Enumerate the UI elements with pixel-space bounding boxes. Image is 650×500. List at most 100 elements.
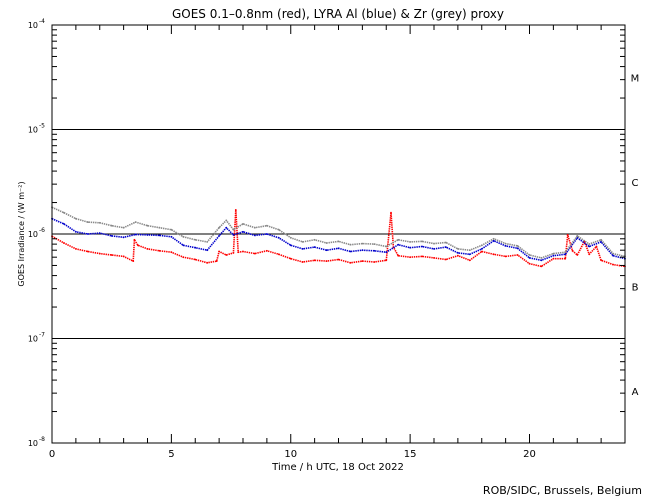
series-1-point-30: [397, 243, 400, 246]
series-2-point-41: [528, 254, 531, 256]
series-0-point-17: [218, 250, 221, 253]
series-1-point-2: [75, 230, 77, 233]
x-tick-label-4: 20: [523, 449, 536, 460]
x-tick-label-2: 10: [284, 449, 297, 460]
series-0-point-19: [232, 252, 235, 254]
series-2-point-11: [182, 235, 185, 238]
series-0-point-53: [571, 249, 574, 252]
y-tick-exponent-0: -8: [39, 436, 45, 443]
series-2-point-15: [225, 219, 228, 222]
series-0-point-22: [242, 250, 244, 253]
series-2-point-36: [468, 249, 471, 252]
series-1-point-11: [182, 244, 185, 247]
series-1-point-24: [325, 249, 328, 252]
y-tick-label-4: 10: [28, 21, 38, 30]
series-2-point-38: [492, 237, 495, 240]
series-1-point-46: [588, 245, 591, 248]
series-2-point-32: [421, 240, 423, 243]
series-0-point-16: [215, 260, 218, 262]
series-2-point-30: [397, 238, 400, 241]
series-1-point-16: [232, 234, 235, 236]
series-2-point-13: [206, 241, 209, 243]
series-2-point-17: [242, 223, 244, 225]
series-2-point-25: [337, 240, 340, 243]
y-tick-exponent-4: -4: [39, 18, 45, 25]
series-1-point-13: [206, 249, 209, 252]
series-1-point-8: [146, 234, 149, 236]
series-0-point-43: [468, 259, 471, 262]
series-0-point-51: [564, 257, 567, 260]
series-line-2: [51, 206, 626, 259]
series-2-point-35: [457, 248, 459, 250]
series-1-point-41: [528, 257, 531, 259]
series-1-point-25: [337, 247, 340, 250]
series-0-point-14: [194, 258, 197, 261]
series-1-point-27: [361, 249, 364, 252]
series-0-point-31: [349, 261, 352, 264]
series-1-point-7: [134, 233, 137, 236]
series-layer: [51, 206, 626, 268]
series-0-point-58: [600, 259, 602, 262]
series-1-point-21: [289, 244, 292, 247]
series-2-point-23: [313, 238, 316, 241]
chart-title: GOES 0.1–0.8nm (red), LYRA Al (blue) & Z…: [172, 7, 504, 21]
series-1-point-26: [349, 250, 352, 253]
series-0-point-50: [552, 257, 555, 260]
series-0-point-23: [254, 252, 256, 255]
series-1-point-32: [421, 245, 423, 248]
series-2-point-45: [576, 235, 579, 237]
series-0-point-29: [325, 260, 328, 262]
series-0-point-3: [86, 250, 89, 253]
series-1-point-19: [266, 233, 268, 235]
series-1-point-14: [218, 235, 221, 237]
y-tick-exponent-2: -6: [39, 227, 45, 234]
series-2-point-4: [98, 221, 101, 224]
series-0-point-9: [137, 244, 139, 247]
series-0-point-34: [385, 259, 388, 262]
series-2-point-42: [540, 257, 543, 259]
series-2-point-37: [480, 244, 483, 247]
series-2-point-27: [361, 242, 364, 245]
series-0-point-6: [122, 255, 125, 258]
series-1-point-10: [170, 235, 173, 238]
series-0-point-47: [516, 254, 519, 256]
series-1-point-3: [86, 233, 89, 235]
series-1-point-6: [122, 236, 125, 239]
y-axis-label: GOES Irradiance / (W m⁻²): [17, 181, 26, 286]
series-1-point-45: [576, 236, 579, 239]
series-1-point-15: [225, 226, 228, 229]
series-0-point-11: [158, 249, 161, 252]
series-0-point-42: [457, 254, 459, 257]
series-1-point-12: [194, 246, 197, 249]
flare-class-a: A: [632, 387, 639, 398]
series-2-point-26: [349, 243, 352, 246]
series-0-point-35: [390, 211, 392, 214]
series-0-point-24: [266, 249, 268, 252]
x-tick-label-1: 5: [168, 449, 174, 460]
series-0-point-46: [504, 255, 507, 258]
series-2-point-10: [170, 228, 173, 231]
series-0-point-41: [445, 258, 447, 261]
series-1-point-5: [110, 235, 113, 237]
series-0-point-32: [361, 260, 364, 262]
series-2-point-33: [433, 242, 435, 245]
series-0-point-40: [433, 257, 435, 259]
series-2-point-39: [504, 242, 507, 245]
series-2-point-2: [75, 217, 77, 220]
series-2-point-47: [600, 238, 602, 241]
series-2-point-34: [445, 241, 447, 244]
series-0-point-56: [588, 253, 591, 256]
series-0-point-26: [289, 257, 292, 260]
series-1-point-31: [409, 246, 411, 249]
series-0-point-27: [301, 261, 304, 263]
x-axis-label: Time / h UTC, 18 Oct 2022: [271, 462, 404, 473]
series-2-point-22: [301, 241, 304, 243]
series-1-point-20: [277, 236, 280, 239]
series-2-point-12: [194, 238, 197, 241]
y-tick-label-2: 10: [28, 230, 38, 239]
series-1-point-22: [301, 248, 304, 250]
series-2-point-28: [373, 243, 376, 246]
series-1-point-17: [242, 230, 244, 233]
series-0-point-21: [237, 251, 240, 254]
